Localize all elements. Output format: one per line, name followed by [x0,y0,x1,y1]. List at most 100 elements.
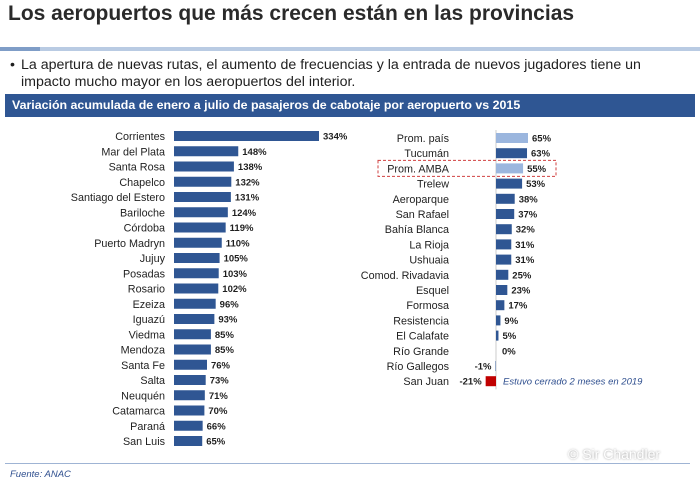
category-label-ezeiza: Ezeiza [133,299,165,311]
value-label-rio-gallegos: -1% [475,362,492,373]
value-label-formosa: 17% [508,301,528,312]
category-label-el-calafate: El Calafate [396,331,449,343]
watermark: © Sir Chandler [568,446,661,462]
value-label-salta: 73% [210,376,230,387]
category-label-puerto-madryn: Puerto Madryn [94,238,165,250]
bar-ushuaia [496,254,512,265]
category-label-santa-fe: Santa Fe [121,360,165,372]
bar-posadas [174,268,219,279]
bar-bahia-blanca [496,224,512,235]
bar-prom-amba [496,163,524,174]
page-title: Los aeropuertos que más crecen están en … [8,2,575,25]
bar-resistencia [496,315,501,326]
bar-bariloche [174,207,228,218]
category-label-rio-gallegos: Río Gallegos [387,361,450,373]
bar-prom-pais [496,133,528,143]
value-label-resistencia: 9% [504,316,518,327]
category-label-iguazu: Iguazú [133,314,165,326]
bar-viedma [174,329,211,340]
bar-comod-rivadavia [496,269,509,280]
category-label-resistencia: Resistencia [393,315,449,327]
bar-jujuy [174,253,220,263]
value-label-viedma: 85% [215,330,235,341]
value-label-iguazu: 93% [218,315,238,326]
category-label-san-luis: San Luis [123,436,166,448]
bar-esquel [496,285,508,295]
bar-mendoza [174,344,211,355]
value-label-ezeiza: 96% [220,299,240,310]
bar-san-luis [174,436,203,446]
bar-mar-del-plata [174,146,239,157]
value-label-mar-del-plata: 148% [242,147,267,158]
bar-santa-rosa [174,161,234,172]
category-label-posadas: Posadas [123,268,166,280]
category-label-prom-pais: Prom. país [397,133,450,145]
bar-la-rioja [496,239,512,250]
category-label-corrientes: Corrientes [115,131,165,143]
value-label-chapelco: 132% [235,177,260,188]
bullet-text: La apertura de nuevas rutas, el aumento … [21,57,641,90]
value-label-cordoba: 119% [230,223,254,234]
bar-san-juan [485,376,496,387]
category-label-ushuaia: Ushuaia [409,255,449,267]
value-label-catamarca: 70% [208,406,228,417]
bar-parana [174,420,203,431]
value-label-bariloche: 124% [232,208,257,219]
bar-cordoba [174,222,226,233]
value-label-san-juan: -21% [459,377,482,388]
category-label-neuquen: Neuquén [121,390,165,402]
source-note: Fuente: ANAC [10,469,71,480]
bar-puerto-madryn [174,237,222,248]
highlight-box-prom-amba [377,159,557,177]
category-label-mar-del-plata: Mar del Plata [101,146,165,158]
value-label-ushuaia: 31% [515,255,535,266]
title-underline [0,47,700,51]
footer-divider [5,463,690,464]
category-label-rio-grande: Río Grande [393,346,449,358]
bar-rosario [174,283,219,294]
category-label-catamarca: Catamarca [112,406,165,418]
category-label-santa-rosa: Santa Rosa [109,162,165,174]
value-label-esquel: 23% [511,286,531,297]
category-label-mendoza: Mendoza [121,345,165,357]
category-label-rosario: Rosario [128,284,165,296]
value-label-bahia-blanca: 32% [516,225,536,236]
bar-santiago-del-estero [174,192,231,202]
value-label-la-rioja: 31% [515,240,535,251]
value-label-santiago-del-estero: 131% [235,193,260,204]
category-label-esquel: Esquel [416,285,449,297]
category-label-chapelco: Chapelco [119,177,165,189]
category-label-viedma: Viedma [129,329,165,341]
bullet-dot-icon: • [10,57,15,73]
value-label-el-calafate: 5% [502,331,516,342]
category-label-prom-amba: Prom. AMBA [387,163,450,175]
value-label-rio-grande: 0% [502,346,516,357]
bar-catamarca [174,405,205,416]
value-label-prom-pais: 65% [532,134,552,145]
value-label-tucuman: 63% [531,149,551,160]
category-label-santiago-del-estero: Santiago del Estero [71,192,165,204]
bar-iguazu [174,314,215,324]
category-label-parana: Paraná [130,421,165,433]
value-label-puerto-madryn: 110% [226,238,250,249]
chart-banner: Variación acumulada de enero a julio de … [5,94,695,117]
value-label-prom-amba: 55% [527,164,547,175]
value-label-santa-fe: 76% [211,360,231,371]
title-underline-accent [0,47,40,51]
category-label-salta: Salta [140,375,165,387]
category-label-comod-rivadavia: Comod. Rivadavia [361,270,449,282]
category-label-tucuman: Tucumán [404,148,449,160]
bar-el-calafate [496,330,499,341]
value-label-aeroparque: 38% [519,194,539,205]
value-label-corrientes: 334% [323,132,348,143]
bar-ezeiza [174,298,216,309]
value-label-neuquen: 71% [209,391,229,402]
value-label-parana: 66% [207,421,227,432]
category-label-aeroparque: Aeroparque [393,194,449,206]
category-label-bahia-blanca: Bahía Blanca [385,224,449,236]
bar-neuquen [174,390,205,401]
value-label-santa-rosa: 138% [238,162,263,173]
value-label-rosario: 102% [222,284,247,295]
value-label-san-luis: 65% [206,437,226,448]
